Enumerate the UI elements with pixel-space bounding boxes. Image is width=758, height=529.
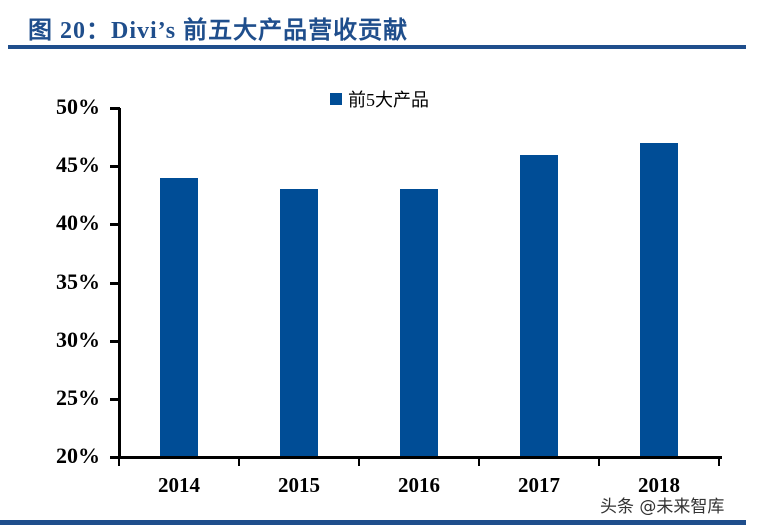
- bar-2018: [640, 142, 678, 457]
- x-tick-label: 2014: [158, 473, 200, 497]
- chart-title: 图 20：Divi’s 前五大产品营收贡献: [28, 18, 409, 44]
- y-tick-mark: [110, 339, 120, 343]
- x-tick-mark: [598, 456, 600, 466]
- legend: 前5大产品: [330, 86, 429, 112]
- x-tick-mark: [118, 456, 120, 466]
- x-tick-label: 2018: [638, 473, 680, 497]
- y-tick-label: 30%: [56, 326, 100, 352]
- y-tick-label: 25%: [56, 384, 100, 410]
- bar-2015: [280, 189, 318, 457]
- y-tick-mark: [110, 165, 120, 169]
- x-tick-mark: [238, 456, 240, 466]
- y-tick-label: 40%: [56, 210, 100, 236]
- y-tick-label: 20%: [56, 443, 100, 468]
- x-axis: [118, 456, 722, 459]
- y-tick-mark: [110, 397, 120, 401]
- y-axis: [118, 108, 121, 458]
- y-tick-label: 45%: [56, 152, 100, 178]
- x-tick-label: 2017: [518, 473, 560, 497]
- bottom-divider: [0, 520, 746, 525]
- bar-2017: [520, 154, 558, 457]
- title-divider: [8, 45, 746, 49]
- bar-2014: [160, 177, 198, 457]
- legend-label: 前5大产品: [348, 90, 429, 110]
- watermark: 头条 @未来智库: [600, 497, 725, 517]
- x-tick-mark: [718, 456, 720, 466]
- y-tick-mark: [110, 107, 120, 110]
- legend-swatch-icon: [330, 93, 342, 105]
- bar-2016: [400, 189, 438, 457]
- y-tick-label: 50%: [56, 94, 100, 119]
- y-tick-mark: [110, 223, 120, 227]
- y-tick-mark: [110, 456, 120, 459]
- x-tick-label: 2015: [278, 473, 320, 497]
- y-tick-label: 35%: [56, 268, 100, 294]
- y-tick-mark: [110, 281, 120, 285]
- x-tick-mark: [478, 456, 480, 466]
- x-tick-mark: [358, 456, 360, 466]
- x-tick-label: 2016: [398, 473, 440, 497]
